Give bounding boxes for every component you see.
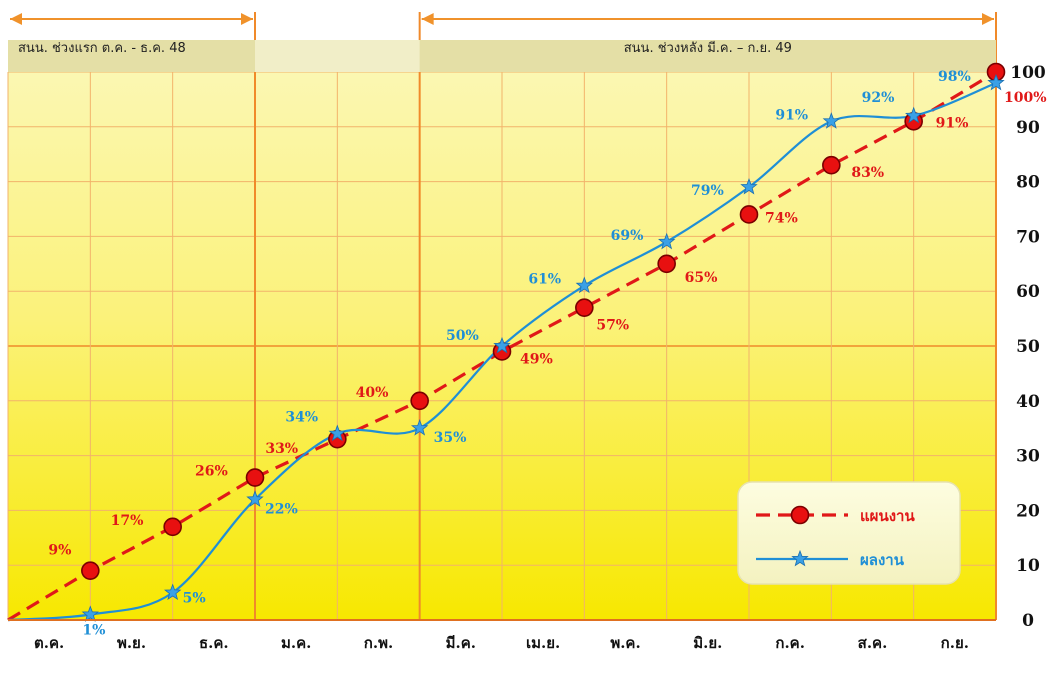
actual-data-label: 5% <box>183 591 206 607</box>
period-arrow-right <box>241 13 253 25</box>
y-tick-label: 0 <box>1022 611 1034 631</box>
period-arrow-left <box>421 13 434 25</box>
x-tick-label: ม.ค. <box>281 634 311 652</box>
plan-data-label: 100% <box>1004 90 1047 106</box>
legend-actual-label: ผลงาน <box>860 551 905 569</box>
period-arrow-right <box>982 13 994 25</box>
actual-data-label: 35% <box>434 430 467 446</box>
plan-point <box>739 205 759 224</box>
plan-data-label: 26% <box>195 464 228 480</box>
period-arrow-left <box>10 13 22 25</box>
plan-data-label: 83% <box>851 165 884 181</box>
actual-data-label: 92% <box>862 90 895 106</box>
plan-data-label: 74% <box>765 210 798 226</box>
plan-point <box>575 298 594 317</box>
actual-point <box>328 424 346 442</box>
x-tick-label: พ.ย. <box>117 634 146 652</box>
y-tick-label: 40 <box>1016 392 1040 412</box>
x-tick-label: ต.ค. <box>34 634 64 652</box>
x-tick-label: ส.ค. <box>858 634 888 652</box>
x-tick-label: ก.พ. <box>364 634 393 652</box>
period-label: สนน. ช่วงหลัง มี.ค. – ก.ย. 49 <box>624 40 792 56</box>
legend-actual-marker <box>791 549 809 567</box>
legend-plan-marker <box>790 505 810 525</box>
y-tick-label: 70 <box>1016 227 1040 247</box>
actual-point <box>81 605 99 622</box>
plan-point <box>245 468 265 487</box>
actual-point <box>987 73 1005 91</box>
x-tick-label: ก.ค. <box>775 634 805 652</box>
actual-point <box>493 336 511 354</box>
actual-data-label: 22% <box>265 501 298 517</box>
actual-point <box>740 177 758 195</box>
x-tick-label: พ.ค. <box>610 634 640 652</box>
y-tick-label: 60 <box>1016 282 1040 302</box>
plan-data-label: 40% <box>356 385 389 401</box>
plan-point <box>822 155 841 175</box>
x-tick-label: เม.ย. <box>526 634 560 652</box>
y-tick-label: 10 <box>1016 556 1040 576</box>
plan-point <box>81 561 100 580</box>
plan-data-label: 65% <box>685 270 718 286</box>
actual-point <box>411 419 429 436</box>
y-tick-label: 20 <box>1016 501 1040 521</box>
actual-data-label: 61% <box>528 272 561 288</box>
actual-data-label: 69% <box>611 228 644 244</box>
x-tick-label: มิ.ย. <box>693 634 722 652</box>
actual-data-label: 98% <box>938 69 971 85</box>
x-tick-label: ก.ย. <box>941 634 969 652</box>
plan-point <box>410 391 429 411</box>
actual-point <box>246 490 264 507</box>
plan-point <box>163 517 182 537</box>
plan-data-label: 91% <box>936 115 969 131</box>
y-tick-label: 30 <box>1016 447 1040 467</box>
plan-data-label: 17% <box>111 513 144 529</box>
actual-point <box>905 106 923 124</box>
plan-data-label: 49% <box>520 351 553 367</box>
period-label: สนน. ช่วงแรก ต.ค. - ธ.ค. 48 <box>18 41 186 56</box>
x-tick-label: มี.ค. <box>446 634 476 652</box>
actual-point <box>164 583 182 601</box>
plan-data-label: 33% <box>265 441 298 457</box>
y-tick-label: 90 <box>1016 118 1040 138</box>
actual-point <box>822 112 840 129</box>
actual-data-label: 91% <box>775 107 808 123</box>
actual-point <box>575 276 593 294</box>
actual-point <box>658 232 676 250</box>
x-tick-label: ธ.ค. <box>199 634 229 652</box>
period-header-band <box>8 40 996 72</box>
period-gap <box>255 40 420 72</box>
y-tick-label: 50 <box>1016 337 1040 357</box>
y-tick-label: 100 <box>1010 63 1046 83</box>
legend-plan-label: แผนงาน <box>860 507 915 525</box>
plan-data-label: 57% <box>596 318 629 334</box>
legend-box <box>737 481 961 585</box>
actual-data-label: 1% <box>82 623 105 639</box>
plan-data-label: 9% <box>48 543 71 559</box>
actual-data-label: 34% <box>285 410 318 426</box>
y-tick-label: 80 <box>1016 173 1040 193</box>
actual-data-label: 50% <box>446 328 479 344</box>
plan-point <box>657 254 676 274</box>
actual-data-label: 79% <box>691 183 724 199</box>
